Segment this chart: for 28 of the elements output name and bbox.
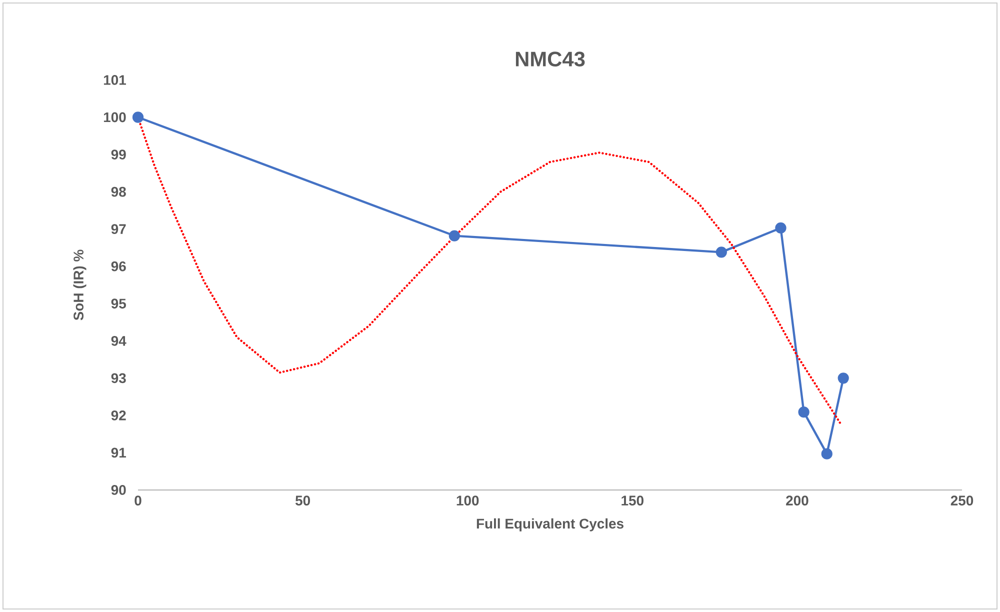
y-tick-label: 99 (111, 150, 126, 160)
y-tick-label: 94 (111, 336, 126, 346)
point (716, 246, 727, 258)
point (838, 372, 849, 384)
x-tick-label: 250 (950, 496, 974, 506)
point (775, 222, 786, 234)
x-tick-label: 200 (786, 496, 808, 506)
y-tick-label: 92 (111, 410, 126, 420)
y-tick-label: 93 (111, 373, 126, 384)
x-tick-label: 50 (295, 496, 310, 506)
x-tick-label: 100 (456, 496, 479, 506)
y-tick-label: 97 (111, 224, 126, 234)
point (821, 448, 832, 460)
x-axis-title: Full Equivalent Cycles (476, 518, 624, 532)
y-tick-label: 98 (111, 186, 126, 197)
x-tick-label: 0 (134, 496, 142, 506)
y-tick-label: 101 (104, 75, 126, 85)
point (798, 406, 810, 418)
y-tick-label: 90 (111, 485, 126, 495)
y-tick-label: 91 (111, 448, 126, 458)
y-tick-label: 96 (111, 261, 126, 272)
y-tick-label: 100 (104, 112, 126, 122)
chart-title: NMC43 (516, 52, 585, 66)
point (132, 112, 144, 123)
y-axis-title: SoH (IR) % (73, 250, 86, 320)
x-tick-label: 150 (622, 496, 644, 506)
point (448, 230, 460, 242)
y-tick-label: 95 (111, 298, 126, 309)
